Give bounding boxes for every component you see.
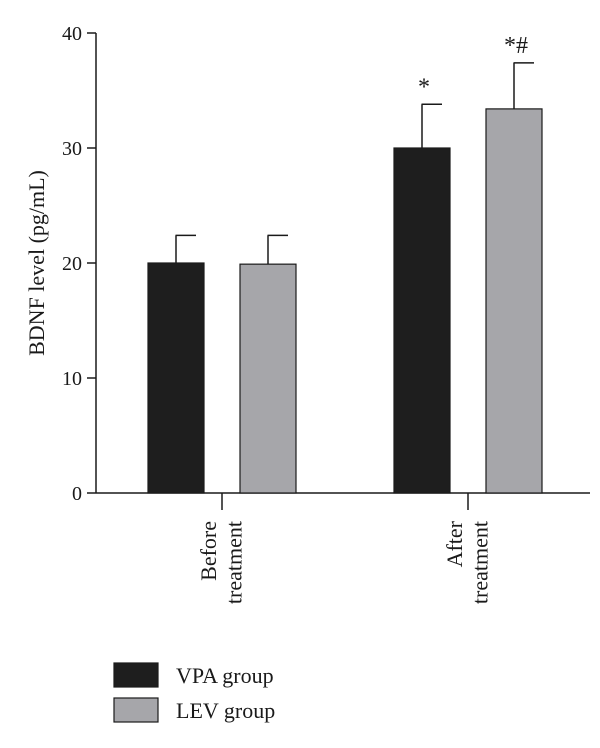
y-tick-label: 40 bbox=[62, 23, 82, 45]
x-category-label-line: After bbox=[442, 520, 467, 567]
y-tick-label: 0 bbox=[72, 483, 82, 505]
bar bbox=[393, 147, 451, 494]
y-tick-label: 30 bbox=[62, 138, 82, 160]
y-axis-title: BDNF level (pg/mL) bbox=[24, 170, 49, 356]
legend-swatch bbox=[113, 662, 159, 688]
y-tick-label: 10 bbox=[62, 368, 82, 390]
significance-annotations: * *# bbox=[418, 33, 528, 100]
error-bars bbox=[175, 62, 534, 265]
y-tick-label: 20 bbox=[62, 253, 82, 275]
legend: VPA group LEV group bbox=[113, 662, 275, 723]
bars bbox=[147, 108, 543, 494]
y-axis: 0 10 20 30 40 bbox=[62, 23, 97, 505]
legend-swatch bbox=[113, 697, 159, 723]
legend-label: VPA group bbox=[176, 663, 274, 688]
x-axis: Beforetreatment Aftertreatment bbox=[96, 492, 590, 604]
x-category-label-line: treatment bbox=[221, 521, 246, 604]
significance-marker: *# bbox=[504, 33, 528, 59]
bar bbox=[147, 262, 205, 494]
x-category-label: Aftertreatment bbox=[442, 520, 492, 604]
bar bbox=[239, 263, 297, 494]
x-category-label-line: Before bbox=[196, 521, 221, 581]
significance-marker: * bbox=[418, 74, 430, 100]
x-category-label-line: treatment bbox=[467, 521, 492, 604]
bar bbox=[485, 108, 543, 494]
x-category-label: Beforetreatment bbox=[196, 521, 246, 604]
legend-label: LEV group bbox=[176, 698, 275, 723]
